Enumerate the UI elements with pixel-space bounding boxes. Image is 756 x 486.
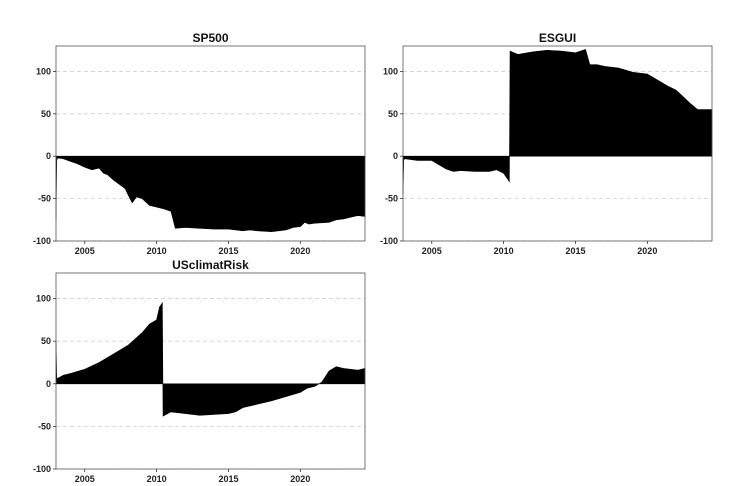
y-tick-label: 50	[388, 109, 398, 119]
x-tick-label: 2015	[218, 246, 238, 256]
series-area	[55, 155, 366, 232]
chart-panel-1: SP500 -100 -50 0 50 100 2005 2010 2015 2020	[33, 31, 366, 256]
x-tick-label: 2010	[147, 474, 167, 484]
chart-title: USclimatRisk	[172, 258, 249, 272]
plot-frame	[402, 45, 713, 242]
series-area	[55, 301, 366, 417]
x-tick-label: 2020	[290, 246, 310, 256]
y-tick-label: 0	[393, 151, 398, 161]
chart-title: ESGUI	[539, 31, 576, 45]
y-tick-label: -50	[385, 194, 398, 204]
y-tick-label: 100	[383, 66, 398, 76]
chart-panel-2: ESGUI -100 -50 0 50 100 2005 2010 2015 2020	[380, 31, 713, 256]
x-tick-label: 2020	[290, 474, 310, 484]
x-tick-label: 2005	[75, 474, 95, 484]
y-tick-label: -50	[38, 194, 51, 204]
y-tick-label: -100	[33, 464, 51, 474]
chart-panel-3: USclimatRisk -100 -50 0 50 100 2005 2010 2015 202…	[33, 258, 366, 484]
y-tick-label: -50	[38, 421, 51, 431]
y-tick-label: -100	[380, 236, 398, 246]
x-tick-label: 2020	[637, 246, 657, 256]
y-tick-label: 50	[41, 336, 51, 346]
plot-frame	[55, 45, 366, 242]
y-tick-label: 100	[36, 66, 51, 76]
x-tick-label: 2005	[75, 246, 95, 256]
x-tick-label: 2015	[565, 246, 585, 256]
plot-frame	[55, 272, 366, 470]
x-tick-label: 2010	[147, 246, 167, 256]
series-area	[402, 49, 713, 195]
x-tick-label: 2010	[494, 246, 514, 256]
y-tick-label: 0	[46, 379, 51, 389]
y-tick-label: 50	[41, 109, 51, 119]
y-tick-label: 100	[36, 294, 51, 304]
y-tick-label: 0	[46, 151, 51, 161]
y-tick-label: -100	[33, 236, 51, 246]
chart-title: SP500	[192, 31, 228, 45]
x-tick-label: 2015	[218, 474, 238, 484]
x-tick-label: 2005	[422, 246, 442, 256]
